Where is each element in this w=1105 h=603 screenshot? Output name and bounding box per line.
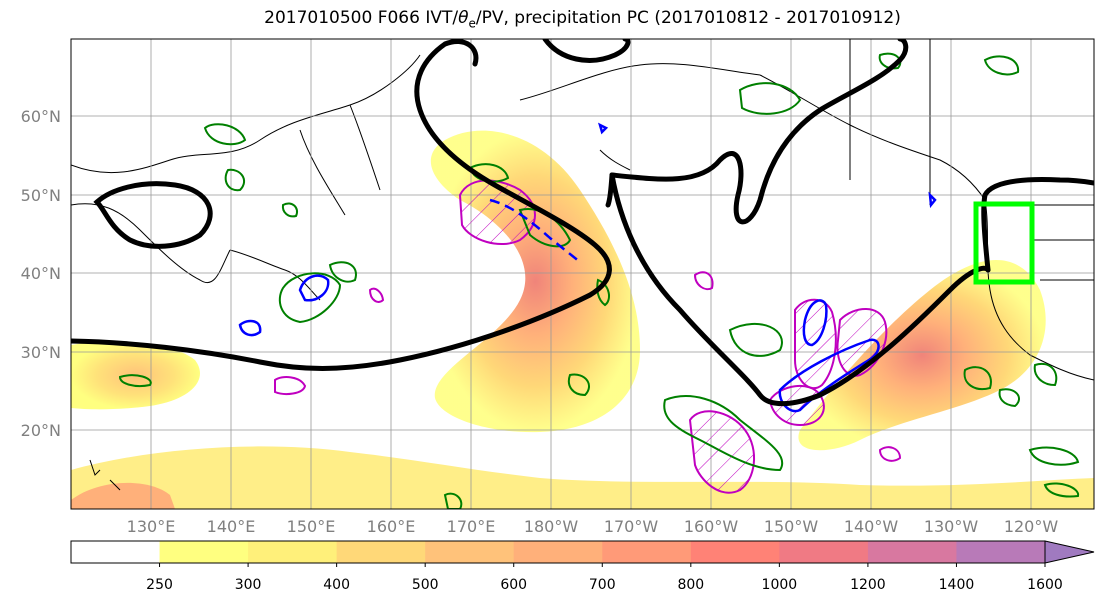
colorbar-tick-label: 1600 — [1027, 577, 1063, 593]
region-box — [973, 201, 1035, 285]
map-panel — [71, 39, 1094, 509]
lon-label: 160°E — [367, 517, 416, 536]
graticule — [71, 39, 1094, 509]
colorbar-extend-arrow — [1044, 540, 1095, 564]
ivt-plume-east — [798, 260, 1046, 451]
colorbar-cell — [425, 541, 515, 563]
lon-label: 140°W — [844, 517, 899, 536]
figure-title: 2017010500 F066 IVT/θe/PV, precipitation… — [264, 8, 901, 31]
colorbar-cell — [867, 541, 957, 563]
colorbar-tick-label: 400 — [323, 577, 350, 593]
jet-contours — [71, 39, 1094, 407]
colorbar: 250 300 400 500 600 700 800 1000 1200 1400 1600 — [70, 540, 1095, 593]
colorbar-tick-label: 300 — [235, 577, 262, 593]
colorbar-cell — [336, 541, 426, 563]
lon-label: 170°W — [604, 517, 659, 536]
colorbar-cell — [248, 541, 338, 563]
colorbar-cell — [159, 541, 249, 563]
colorbar-cell — [779, 541, 869, 563]
coastlines — [71, 39, 1094, 491]
lat-label: 30°N — [21, 343, 61, 362]
lon-label: 140°E — [207, 517, 256, 536]
lon-label: 160°W — [684, 517, 739, 536]
colorbar-cell — [956, 541, 1046, 563]
ivt-tropical-core — [71, 482, 175, 509]
colorbar-tick-label: 600 — [500, 577, 527, 593]
lat-label: 50°N — [21, 186, 61, 205]
theta-e-contours — [118, 52, 1080, 509]
ivt-shading — [71, 130, 1094, 509]
lat-label: 60°N — [21, 107, 61, 126]
lon-label: 170°E — [447, 517, 496, 536]
colorbar-frame — [70, 540, 1046, 564]
lon-axis: 130°E 140°E 150°E 160°E 170°E 180°W 170°… — [127, 517, 1059, 536]
lon-label: 150°W — [764, 517, 819, 536]
colorbar-tick-label: 800 — [677, 577, 704, 593]
pv-blue-contours — [238, 122, 937, 413]
lon-label: 180°W — [524, 517, 579, 536]
colorbar-tick-label: 1400 — [939, 577, 975, 593]
lat-label: 40°N — [21, 264, 61, 283]
lat-axis: 60°N 50°N 40°N 30°N 20°N — [21, 107, 61, 440]
lat-label: 20°N — [21, 421, 61, 440]
colorbar-cell — [513, 541, 603, 563]
lon-label: 150°E — [287, 517, 336, 536]
lon-label: 130°E — [127, 517, 176, 536]
colorbar-cell — [690, 541, 780, 563]
colorbar-tick-label: 1200 — [850, 577, 886, 593]
ivt-tropical-band — [71, 446, 1094, 509]
colorbar-tick-label: 250 — [146, 577, 173, 593]
lon-label: 120°W — [1004, 517, 1059, 536]
map-frame — [70, 38, 1095, 510]
colorbar-tick-label: 700 — [589, 577, 616, 593]
colorbar-tick-label: 500 — [412, 577, 439, 593]
lon-label: 130°W — [924, 517, 979, 536]
colorbar-cell — [71, 541, 161, 563]
colorbar-tick-label: 1000 — [762, 577, 798, 593]
colorbar-cell — [602, 541, 692, 563]
